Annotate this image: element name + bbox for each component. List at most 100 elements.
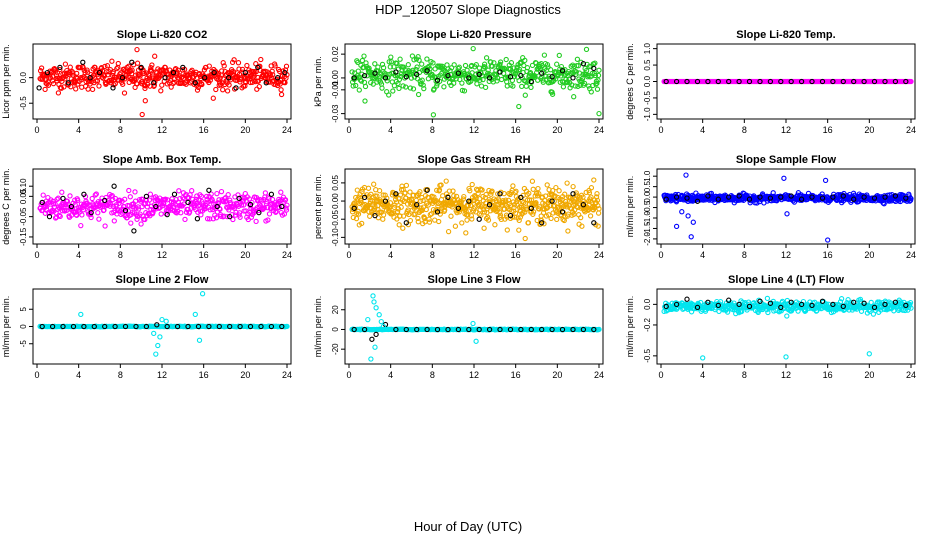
data-point xyxy=(510,199,516,205)
data-point xyxy=(79,212,85,218)
data-point xyxy=(518,60,524,66)
x-tick-label: 0 xyxy=(34,125,39,135)
data-point xyxy=(394,60,400,67)
hourly-point xyxy=(539,326,545,333)
hourly-point xyxy=(819,298,826,304)
data-point xyxy=(426,63,432,70)
data-point xyxy=(253,218,259,225)
x-tick-label: 20 xyxy=(864,125,874,135)
data-point xyxy=(524,65,531,71)
panel-ylabel: kPa per min. xyxy=(313,56,323,107)
data-point xyxy=(581,80,588,87)
outlier-point xyxy=(784,211,790,217)
hourly-point xyxy=(122,323,129,330)
data-point xyxy=(359,220,365,227)
data-point xyxy=(77,64,83,71)
data-point xyxy=(199,81,205,88)
hourly-point xyxy=(373,331,379,338)
hourly-point xyxy=(694,304,701,311)
data-point xyxy=(239,66,246,73)
y-tick-label: 0 xyxy=(331,327,340,332)
data-point xyxy=(282,197,289,203)
y-tick-label: -0.05 xyxy=(331,210,340,229)
y-tick-label: -5 xyxy=(19,340,28,348)
hourly-point xyxy=(684,195,690,201)
hourly-point xyxy=(746,303,753,310)
hourly-point xyxy=(154,322,160,328)
data-point xyxy=(137,73,143,79)
hourly-point xyxy=(414,71,420,78)
data-point xyxy=(134,60,141,66)
outlier-point xyxy=(372,344,378,350)
data-point xyxy=(361,53,367,59)
data-point xyxy=(129,67,135,73)
data-point xyxy=(459,220,465,226)
data-point xyxy=(476,65,483,71)
hourly-point xyxy=(393,326,399,333)
outlier-point xyxy=(700,355,706,361)
data-point xyxy=(575,83,581,90)
data-point xyxy=(594,86,601,92)
data-point xyxy=(44,81,50,87)
x-tick-label: 4 xyxy=(700,370,705,380)
hourly-point xyxy=(882,78,888,85)
hourly-point xyxy=(903,302,909,309)
data-point xyxy=(594,80,600,86)
outlier-point xyxy=(683,172,689,178)
hourly-point xyxy=(861,194,867,200)
data-point xyxy=(133,76,139,82)
outlier-point xyxy=(688,234,694,240)
data-point xyxy=(75,197,81,203)
outlier-point xyxy=(121,90,128,96)
data-point xyxy=(541,52,548,58)
data-point xyxy=(459,80,465,86)
hourly-point xyxy=(279,323,285,330)
data-point xyxy=(413,66,419,73)
data-point xyxy=(562,214,568,220)
hourly-point xyxy=(580,61,587,67)
outlier-point xyxy=(783,354,789,360)
hourly-point xyxy=(518,194,524,201)
panel-3: Slope Li-820 Temp. degrees C per min. 0 4 8 1… xyxy=(625,29,916,135)
outlier-point xyxy=(825,237,831,243)
data-point xyxy=(229,59,236,66)
x-tick-label: 0 xyxy=(346,370,351,380)
data-point xyxy=(349,69,355,75)
outlier-point xyxy=(470,320,476,327)
hourly-point xyxy=(211,69,217,76)
hourly-point xyxy=(663,303,669,310)
hourly-point xyxy=(788,193,794,199)
data-point xyxy=(519,83,525,90)
data-point xyxy=(220,87,226,93)
data-point xyxy=(78,222,84,229)
data-point xyxy=(731,300,737,306)
data-point xyxy=(479,187,485,193)
hourly-point xyxy=(466,198,472,204)
data-point xyxy=(219,68,225,74)
hourly-point xyxy=(282,69,288,76)
data-point xyxy=(95,210,101,216)
outlier-point xyxy=(371,299,377,305)
data-point xyxy=(465,208,472,214)
panel-ylabel: ml/min per min. xyxy=(313,296,323,358)
panel-grid: Slope Li-820 CO2 Licor ppm per min. 0 4 8 12 1… xyxy=(1,29,916,380)
hourly-point xyxy=(726,297,732,303)
data-point xyxy=(126,187,132,194)
data-point xyxy=(510,83,516,89)
data-point xyxy=(400,83,406,89)
hourly-point xyxy=(580,202,587,208)
data-point xyxy=(397,56,403,62)
data-point xyxy=(142,216,148,223)
hourly-point xyxy=(840,78,846,85)
data-point xyxy=(431,86,437,92)
data-point xyxy=(258,56,264,63)
data-point xyxy=(89,195,95,202)
hourly-point xyxy=(206,187,212,193)
hourly-point xyxy=(414,202,420,208)
data-point xyxy=(213,86,219,93)
data-point xyxy=(456,64,462,70)
hourly-point xyxy=(226,75,232,81)
hourly-point xyxy=(809,78,815,85)
data-point xyxy=(388,58,394,65)
data-point xyxy=(554,216,560,223)
